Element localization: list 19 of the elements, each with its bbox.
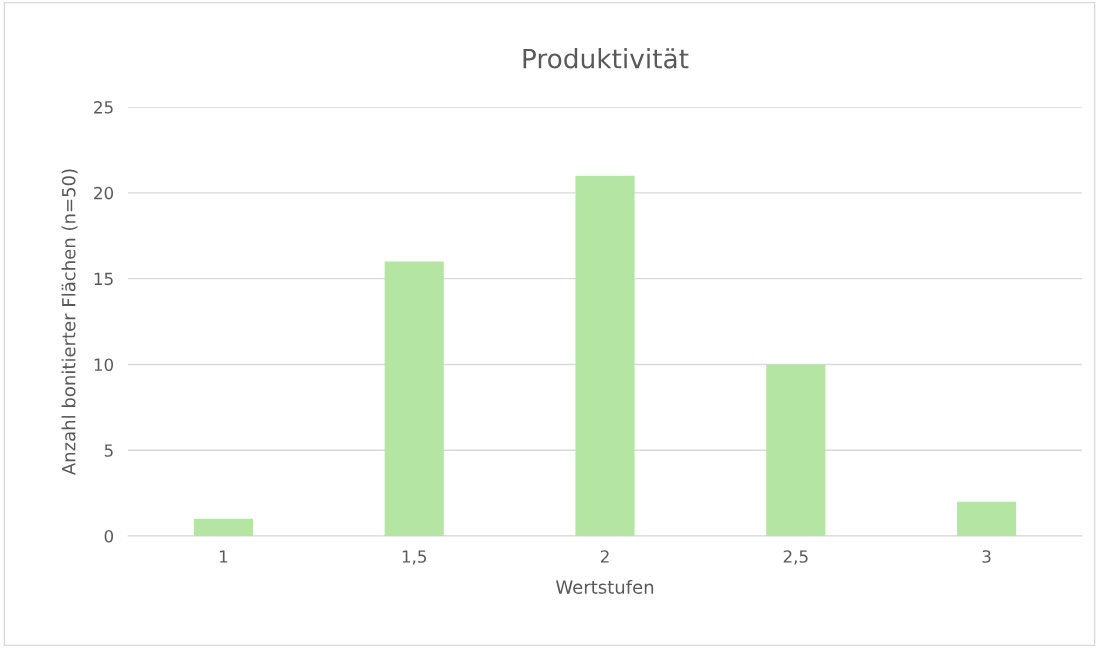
y-tick-label: 20 — [94, 186, 114, 200]
y-tick-label: 25 — [94, 101, 113, 114]
x-tick-label: 2,5 — [783, 550, 808, 565]
bar — [575, 175, 635, 537]
x-tick-label: 1,5 — [402, 550, 427, 565]
bar — [766, 364, 826, 537]
chart-title: Produktivität — [523, 48, 689, 69]
bar — [957, 501, 1017, 537]
y-tick-label: 15 — [94, 272, 113, 286]
x-tick-label: 3 — [982, 550, 991, 563]
y-axis-title: Anzahl bonitierter Flächen (n=50) — [61, 169, 78, 476]
x-tick-label: 2 — [600, 550, 609, 563]
y-tick-label: 10 — [94, 358, 114, 371]
bar — [193, 518, 253, 537]
x-tick-label: 1 — [219, 550, 228, 563]
bar — [384, 261, 444, 537]
x-axis-title: Wertstufen — [555, 579, 654, 594]
y-tick-label: 5 — [104, 444, 113, 457]
y-tick-label: 0 — [104, 529, 114, 543]
